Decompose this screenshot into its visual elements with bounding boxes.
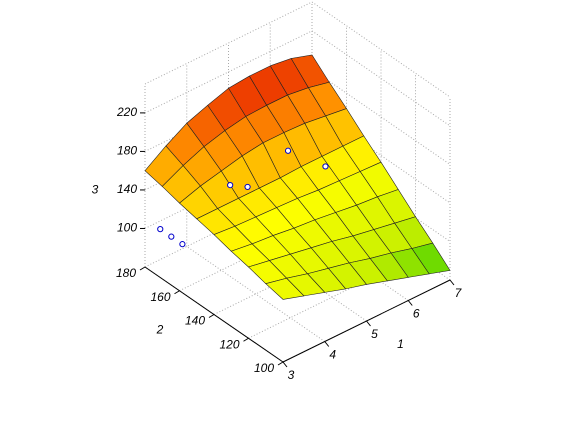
tick-mark (449, 279, 455, 286)
surface (144, 54, 451, 300)
tick-mark (366, 320, 371, 327)
y-tick-label: 160 (150, 290, 170, 304)
tick-mark (174, 290, 180, 295)
x-tick-label: 4 (329, 348, 336, 362)
axes: 3 4 5 6 7 100 120 140 160 180 100 140 180 220 1 2 3 (92, 105, 463, 382)
grid-line (311, 30, 451, 127)
tick-mark (282, 361, 288, 368)
data-point (157, 226, 164, 233)
box-edge (144, 1, 313, 85)
x-tick-label: 6 (413, 307, 420, 321)
data-point (168, 233, 175, 240)
grid-line (186, 246, 326, 342)
tick-mark (208, 314, 215, 318)
z-tick-label: 220 (116, 105, 137, 119)
box-edge (311, 1, 451, 98)
points (157, 147, 329, 248)
grid-line (228, 225, 367, 322)
grid-line (248, 255, 416, 339)
data-point (179, 241, 186, 248)
x-tick-label: 5 (371, 327, 378, 341)
y-tick-label: 140 (185, 314, 205, 328)
data-point (284, 147, 292, 154)
data-point (322, 163, 329, 170)
grid-line (269, 205, 409, 301)
x-tick-label: 3 (288, 368, 295, 382)
tick-mark (243, 337, 249, 342)
x-axis-label: 1 (397, 337, 404, 351)
tick-mark (277, 361, 284, 366)
grid-line (144, 30, 313, 114)
tick-mark (324, 341, 330, 347)
z-axis-label: 3 (92, 183, 99, 197)
tick-mark (407, 300, 413, 306)
z-tick-label: 140 (117, 182, 137, 196)
y-tick-label: 100 (254, 361, 274, 375)
y-tick-label: 180 (116, 266, 136, 280)
y-tick-label: 120 (219, 337, 239, 351)
grid-line (311, 69, 451, 165)
data-point (227, 181, 234, 189)
tick-mark (139, 266, 146, 271)
x-tick-label: 7 (455, 286, 463, 300)
surface-cell (265, 277, 305, 300)
data-point (244, 183, 251, 191)
z-tick-label: 180 (117, 144, 137, 158)
y-axis-label: 2 (156, 323, 164, 337)
z-tick-label: 100 (117, 221, 137, 235)
